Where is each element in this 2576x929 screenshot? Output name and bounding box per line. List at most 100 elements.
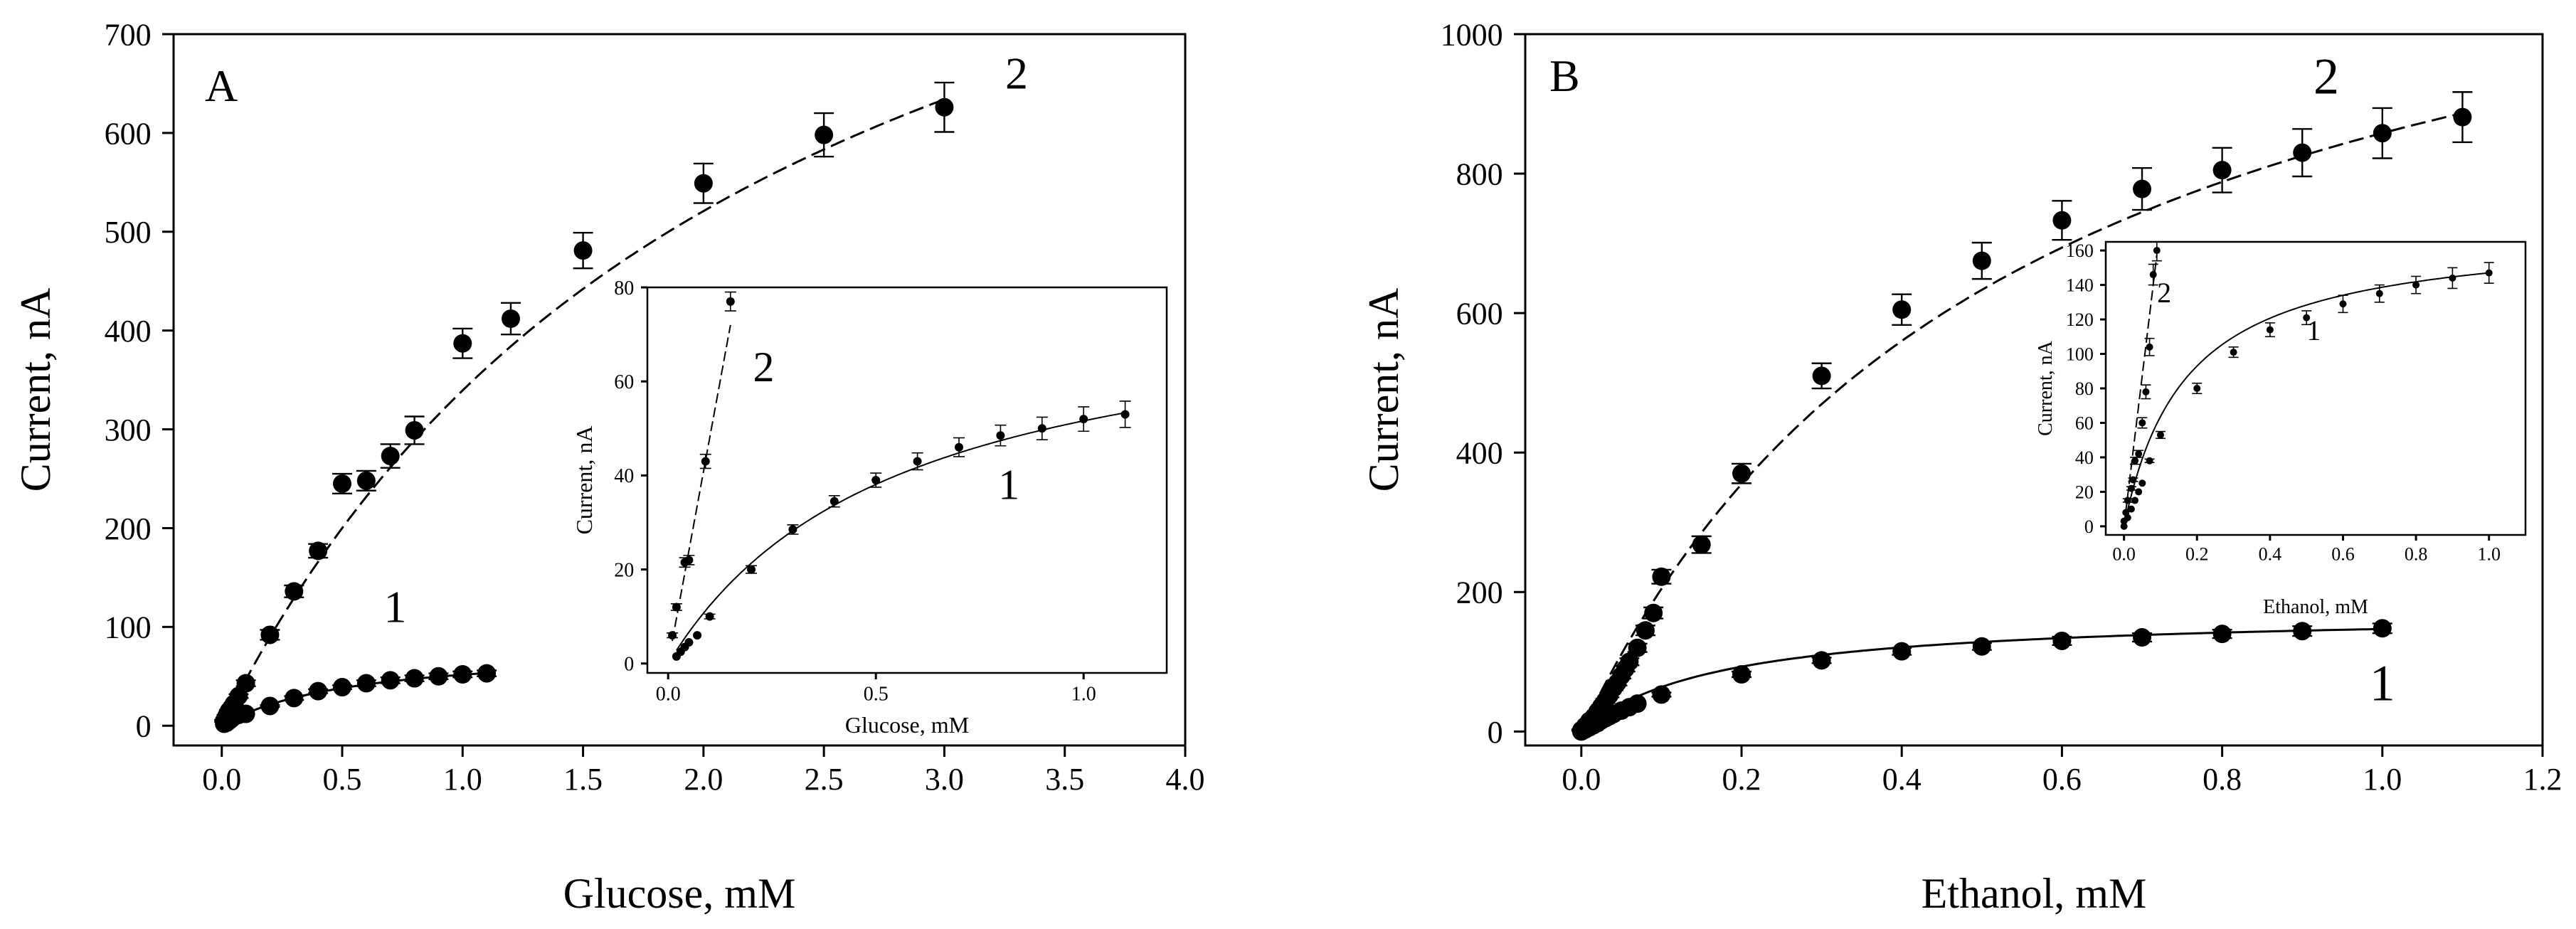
panel-b-inset-chart: 0.0 0.2 0.4 0.6 0.8 1.0 0 20 40 60 80 100 120 140 160… — [2035, 240, 2527, 618]
panel-b-inset-y-tick-label: 40 — [2075, 447, 2094, 468]
panel-a-y-tick-label: 400 — [105, 314, 152, 349]
panel-a-series-2-point — [405, 420, 424, 440]
panel-a-series-1-point — [429, 667, 448, 686]
panel-b-inset-y-tick-label: 140 — [2066, 275, 2094, 296]
panel-a-series-1-point — [453, 665, 472, 684]
panel-b-inset-series-1-point — [2127, 505, 2135, 513]
panel-a-y-tick-label: 100 — [105, 610, 152, 645]
panel-a-inset-y-tick-label: 40 — [614, 465, 634, 487]
panel-a-x-tick-label: 0.5 — [323, 762, 362, 797]
panel-b-series-1-point — [1892, 642, 1912, 661]
panel-a-plot-frame — [172, 33, 1187, 747]
panel-a-inset-series-1-point — [693, 631, 702, 640]
panel-b-inset-series-1-point — [2138, 479, 2146, 487]
panel-a-inset-series-1-point — [705, 612, 714, 621]
panel-a-inset-frame — [646, 286, 1168, 674]
panel-a-inset-x-tick-label: 1.0 — [1071, 683, 1096, 705]
panel-b-series-2-point — [2212, 161, 2232, 180]
panel-a-label: A — [205, 60, 238, 111]
panel-b-inset-series-2-label: 2 — [2157, 277, 2171, 309]
panel-b-inset-series-1-point — [2485, 269, 2493, 277]
panel-a-inset-series-2-label: 2 — [753, 344, 775, 391]
panel-a-series-2-point — [285, 582, 304, 601]
panel-b-plot-frame — [1524, 33, 2544, 747]
panel-a-y-tick-label: 600 — [105, 116, 152, 151]
panel-b-label: B — [1549, 51, 1580, 101]
panel-a-y-tick-label: 700 — [105, 17, 152, 52]
panel-a-x-axis-title: Glucose, mM — [563, 870, 796, 917]
panel-b-series-2-point — [1892, 300, 1912, 319]
panel-a-inset-series-1-point — [996, 431, 1005, 440]
panel-b-inset-series-2-point — [2124, 497, 2131, 504]
panel-b-y-tick-label: 800 — [1456, 156, 1503, 191]
panel-b-inset-y-tick-label: 80 — [2075, 378, 2094, 399]
panel-b-inset-series-1-fit-line — [2123, 272, 2489, 527]
panel-b-inset-series-2-point — [2120, 517, 2128, 525]
panel-b-inset-series-1-point — [2339, 300, 2347, 308]
panel-b-x-tick-label: 1.2 — [2523, 762, 2562, 797]
panel-b-y-tick-label: 200 — [1456, 575, 1503, 610]
panel-b-inset-x-tick-label: 0.4 — [2259, 543, 2282, 564]
panel-a-series-2-point — [935, 97, 954, 117]
panel-a-inset-series-1-point — [1120, 410, 1130, 419]
panel-b-series-1-point — [2212, 625, 2232, 644]
panel-b-inset-series-1-point — [2230, 349, 2237, 356]
panel-b-inset-series-2-point — [2153, 247, 2161, 255]
panel-a-inset-y-tick-label: 20 — [614, 559, 634, 581]
panel-b-inset-series-2-point — [2129, 476, 2137, 484]
panel-b-inset-series-1-point — [2303, 314, 2311, 322]
panel-a-series-2-point — [309, 541, 328, 561]
panel-b-inset-y-tick-label: 20 — [2075, 482, 2094, 503]
panel-a-series-1-point — [309, 681, 328, 701]
panel-b-y-tick-label: 400 — [1456, 436, 1503, 471]
panel-b-x-axis-title: Ethanol, mM — [1922, 870, 2147, 917]
panel-b-x-tick-label: 0.0 — [1562, 762, 1601, 797]
panel-a-x-tick-label: 2.5 — [805, 762, 844, 797]
panel-a-inset-series-2-point — [672, 602, 681, 612]
panel-b-inset-series-2-point — [2122, 509, 2130, 516]
panel-b-inset-y-axis-title: Current, nA — [2035, 340, 2057, 436]
panel-a-series-2-point — [381, 447, 400, 466]
panel-a-x-tick-label: 3.0 — [925, 762, 964, 797]
panel-a-x-tick-label: 2.0 — [684, 762, 723, 797]
panel-b-inset-y-tick-label: 160 — [2066, 240, 2094, 261]
panel-b-inset-series-1-point — [2375, 290, 2383, 297]
panel-b-inset-series-1-point — [2449, 274, 2456, 282]
panel-b-x-tick-label: 0.2 — [1722, 762, 1761, 797]
panel-b-series-2-label: 2 — [2313, 48, 2339, 105]
panel-b-inset-series-1-point — [2146, 457, 2153, 464]
panel-b-series-1-point — [2293, 622, 2312, 641]
panel-a-series-1-fit-line — [223, 671, 487, 726]
panel-b-inset-x-tick-label: 0.8 — [2405, 543, 2428, 564]
panel-a-inset-chart: 0.0 0.5 1.0 0 20 40 60 80 1 2 Glucose, mM Curre… — [571, 277, 1168, 738]
panel-a-inset-series-1-label: 1 — [998, 461, 1019, 508]
panel-a-inset-series-1-point — [747, 565, 756, 574]
panel-a-chart: A 0.0 0.5 1.0 1.5 2.0 2.5 3.0 3.5 4.0 0100200300… — [12, 17, 1205, 917]
panel-a-series-2-point — [502, 309, 520, 328]
panel-b-y-tick-label: 1000 — [1441, 17, 1503, 52]
panel-a-inset-series-2-point — [668, 631, 677, 640]
panel-b-inset-series-2-point — [2135, 450, 2143, 458]
panel-a-series-1-point — [405, 669, 424, 688]
panel-a-inset-series-2-point — [701, 457, 710, 466]
panel-b-series-2-point — [1644, 603, 1663, 622]
panel-b-y-tick-label: 0 — [1488, 715, 1503, 750]
panel-b-inset-series-1-point — [2135, 488, 2143, 496]
panel-a-inset-series-1-point — [913, 457, 922, 466]
panel-b-inset-x-tick-label: 0.0 — [2112, 543, 2136, 564]
panel-a-y-tick-label: 500 — [105, 215, 152, 250]
panel-b-series-1-point — [1628, 694, 1647, 713]
panel-b-series-1-point — [2373, 619, 2392, 638]
panel-b-inset-series-2-point — [2138, 419, 2146, 427]
panel-a-inset-series-1-fit-line — [676, 412, 1125, 651]
panel-b-inset-series-1-point — [2266, 326, 2274, 334]
panel-a-y-tick-label: 200 — [105, 511, 152, 546]
panel-b-series-1-point — [1732, 665, 1751, 684]
panel-a-series-2-point — [333, 474, 351, 493]
panel-a-series-1-point — [285, 689, 304, 708]
panel-a-inset-series-1-point — [684, 638, 694, 647]
panel-a-inset-series-1-point — [955, 442, 963, 452]
panel-a-series-1-label: 1 — [383, 581, 406, 632]
panel-b-inset-series-2-point — [2146, 343, 2153, 351]
panel-a-y-axis-title: Current, nA — [12, 288, 59, 492]
